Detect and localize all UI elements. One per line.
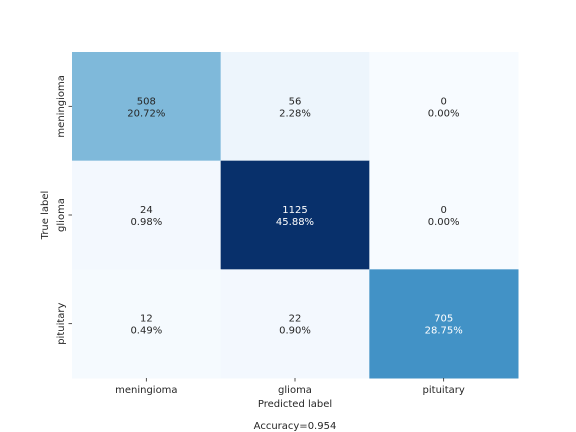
x-tick-label: meningioma — [115, 385, 177, 396]
heatmap-cell — [72, 269, 222, 379]
cell-annotation: 0 0.00% — [428, 96, 460, 119]
x-axis-label: Predicted label — [258, 399, 332, 410]
cell-annotation: 508 20.72% — [127, 96, 165, 119]
cell-annotation: 0 0.00% — [428, 205, 460, 228]
cell-percentage: 0.00% — [428, 108, 460, 119]
cell-annotation: 12 0.49% — [130, 314, 162, 337]
x-tick-label: glioma — [278, 385, 312, 396]
heatmap-cells — [72, 52, 519, 379]
heatmap-cell — [72, 160, 222, 270]
cell-percentage: 2.28% — [279, 108, 311, 119]
heatmap-cell — [220, 52, 370, 162]
cell-count: 0 — [440, 205, 446, 216]
cell-annotation: 1125 45.88% — [276, 205, 314, 228]
cell-count: 508 — [137, 96, 156, 107]
cell-percentage: 0.98% — [130, 217, 162, 228]
heatmap-cell — [72, 52, 222, 162]
cell-percentage: 0.49% — [130, 326, 162, 337]
accuracy-label: Accuracy=0.954 — [254, 421, 337, 432]
cell-count: 1125 — [282, 205, 307, 216]
cell-annotations: 508 20.72%56 2.28%0 0.00%24 0.98%1125 45.88%0… — [127, 96, 462, 336]
y-tick-label: glioma — [56, 198, 67, 232]
cell-percentage: 0.00% — [428, 217, 460, 228]
cell-annotation: 22 0.90% — [279, 314, 311, 337]
cell-annotation: 56 2.28% — [279, 96, 311, 119]
heatmap-cell — [220, 269, 370, 379]
cell-count: 22 — [289, 314, 302, 325]
cell-count: 12 — [140, 314, 153, 325]
cell-annotation: 705 28.75% — [425, 314, 463, 337]
cell-percentage: 28.75% — [425, 326, 463, 337]
cell-count: 0 — [440, 96, 446, 107]
cell-count: 24 — [140, 205, 153, 216]
cell-percentage: 0.90% — [279, 326, 311, 337]
cell-count: 56 — [289, 96, 302, 107]
heatmap-cell — [369, 160, 519, 270]
y-tick-label: pituitary — [56, 302, 67, 344]
y-tick-labels: meningioma glioma pituitary — [56, 75, 72, 345]
cell-percentage: 20.72% — [127, 108, 165, 119]
cell-annotation: 24 0.98% — [130, 205, 162, 228]
x-tick-label: pituitary — [423, 385, 465, 396]
x-tick-labels: meningioma glioma pituitary — [115, 378, 465, 396]
heatmap-cell — [220, 160, 370, 270]
heatmap-cell — [369, 269, 519, 379]
cell-count: 705 — [434, 314, 453, 325]
cell-percentage: 45.88% — [276, 217, 314, 228]
heatmap-cell — [369, 52, 519, 162]
y-axis-label: True label — [40, 191, 51, 241]
y-tick-label: meningioma — [56, 75, 67, 137]
